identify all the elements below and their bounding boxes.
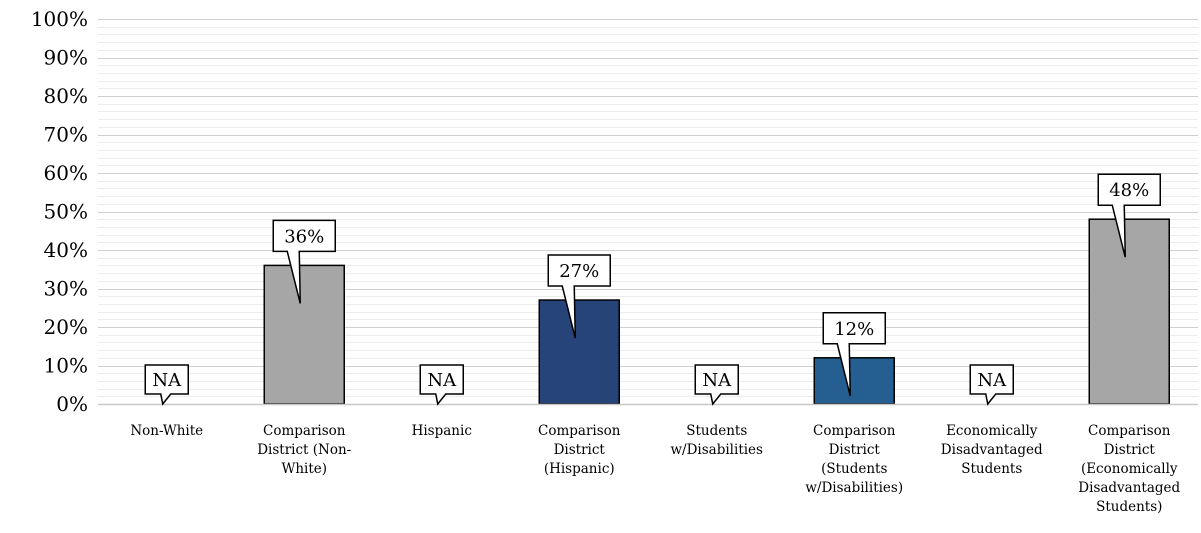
y-tick-label: 40% [44,238,88,262]
x-tick-label: Comparison District (Students w/Disabilitie… [805,423,903,496]
y-tick-label: 90% [44,46,88,70]
x-tick-label: Students w/Disabilities [671,423,764,458]
data-label-callout: 48% [1097,173,1161,258]
bar [538,299,620,405]
data-label-callout: 12% [822,312,886,396]
y-tick-label: 10% [44,354,88,378]
data-label-callout: NA [969,364,1014,406]
data-label-callout: NA [419,364,464,406]
y-tick-label: 0% [56,392,88,416]
bar [1088,218,1170,405]
x-tick-label: Economically Disadvantaged Students [941,423,1043,477]
data-label: NA [702,370,732,391]
data-label: 36% [284,226,324,247]
y-tick-label: 60% [44,161,88,185]
x-tick-label: Hispanic [412,423,472,439]
bar [813,357,895,405]
data-label-callout: 27% [547,254,611,339]
x-tick-label: Comparison District (Non-White) [257,423,351,477]
y-axis: 0% 10% 20% 30% 40% 50% 60% 70% 80% 90% 100% [31,7,88,416]
x-tick-label: Comparison District (Economically Disadvant… [1078,423,1180,515]
data-label: NA [977,370,1007,391]
data-label: 48% [1109,180,1149,201]
bar [263,264,345,405]
x-axis: Non-White Comparison District (Non-White) H… [98,403,1198,515]
y-tick-label: 30% [44,277,88,301]
data-labels: NA 36% NA 27% NA 12% NA 48% [144,173,1161,406]
data-label: 12% [834,319,874,340]
data-label: NA [152,370,182,391]
y-tick-label: 70% [44,123,88,147]
data-label: NA [427,370,457,391]
bars [263,218,1170,405]
y-tick-label: 50% [44,200,88,224]
data-label-callout: NA [694,364,739,406]
x-tick-label: Comparison District (Hispanic) [538,423,621,477]
y-tick-label: 80% [44,84,88,108]
data-label-callout: 36% [272,219,336,304]
data-label: 27% [559,261,599,282]
y-tick-label: 100% [31,7,88,31]
gridlines [98,19,1198,397]
x-tick-label: Non-White [130,423,203,439]
data-label-callout: NA [144,364,189,406]
y-tick-label: 20% [44,315,88,339]
